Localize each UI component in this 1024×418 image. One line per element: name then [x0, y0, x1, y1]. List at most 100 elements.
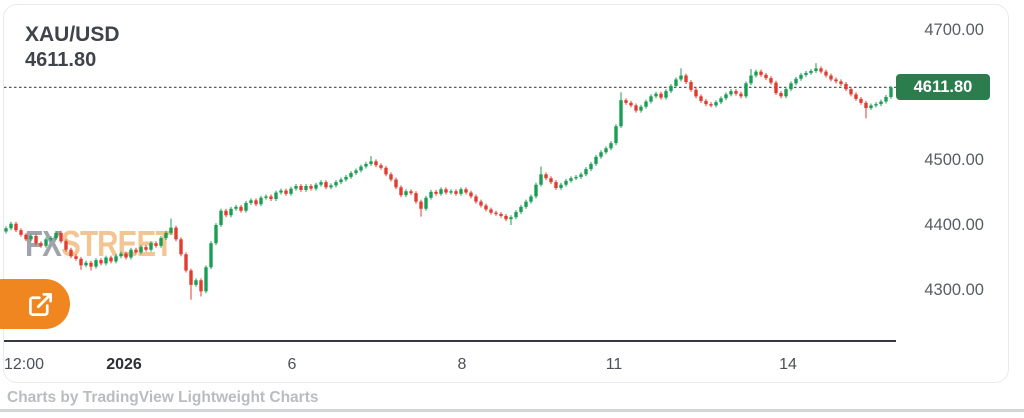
candle-body	[374, 161, 378, 166]
candle-body	[299, 186, 303, 190]
candle-body	[529, 196, 533, 202]
candle-body	[429, 191, 433, 198]
candle-body	[239, 206, 243, 211]
candle-body	[569, 178, 573, 181]
candle-body	[129, 249, 133, 258]
candle-body	[229, 208, 233, 216]
candle-body	[279, 190, 283, 193]
candle-body	[524, 201, 528, 207]
candle-body	[734, 91, 738, 94]
candlestick-chart[interactable]	[4, 5, 1008, 382]
candle-body	[644, 101, 648, 107]
candle-body	[544, 174, 548, 179]
candle-body	[399, 187, 403, 196]
candle-body	[49, 238, 53, 240]
candle-body	[209, 243, 213, 268]
bottom-divider	[0, 409, 1024, 412]
candle-body	[109, 257, 113, 262]
candle-body	[674, 79, 678, 86]
chart-header: XAU/USD 4611.80	[25, 22, 120, 73]
candle-body	[339, 179, 343, 183]
candle-body	[819, 68, 823, 72]
candle-body	[579, 174, 583, 177]
candle-body	[309, 186, 313, 189]
candle-body	[649, 96, 653, 102]
candle-body	[154, 243, 158, 246]
candle-body	[499, 213, 503, 216]
candle-body	[564, 180, 568, 185]
candle-body	[779, 93, 783, 97]
candle-body	[189, 270, 193, 285]
candle-body	[679, 75, 683, 80]
candle-body	[489, 209, 493, 213]
candle-body	[784, 89, 788, 97]
candle-body	[149, 243, 153, 250]
candle-body	[774, 82, 778, 94]
candle-body	[114, 256, 118, 262]
candle-body	[404, 191, 408, 196]
candle-body	[194, 280, 198, 285]
candle-body	[94, 260, 98, 267]
candle-body	[534, 184, 538, 197]
candle-body	[354, 170, 358, 174]
candle-body	[364, 163, 368, 167]
candle-body	[474, 196, 478, 202]
candle-body	[619, 100, 623, 127]
candle-body	[704, 100, 708, 105]
candle-body	[479, 201, 483, 206]
candle-body	[744, 83, 748, 97]
candle-body	[14, 223, 18, 231]
candle-body	[34, 236, 38, 244]
price-tick-label: 4500.00	[924, 151, 984, 170]
candle-body	[184, 254, 188, 271]
candle-body	[139, 247, 143, 253]
candle-body	[54, 232, 58, 239]
candle-body	[344, 176, 348, 180]
candle-body	[519, 206, 523, 213]
candle-body	[834, 79, 838, 82]
candle-body	[199, 280, 203, 292]
candle-body	[469, 192, 473, 197]
candle-body	[689, 82, 693, 90]
candle-body	[9, 223, 13, 229]
candle-body	[79, 258, 83, 266]
candle-body	[584, 169, 588, 175]
candle-body	[249, 200, 253, 203]
candle-body	[304, 186, 308, 190]
candle-body	[739, 93, 743, 97]
candle-body	[234, 206, 238, 209]
candle-body	[669, 85, 673, 92]
candle-body	[494, 212, 498, 215]
share-button[interactable]	[0, 279, 70, 329]
candle-body	[624, 100, 628, 103]
candle-body	[459, 189, 463, 194]
candle-body	[334, 182, 338, 186]
candle-body	[799, 74, 803, 79]
candle-body	[889, 87, 893, 97]
candle-body	[84, 262, 88, 266]
candle-body	[244, 202, 248, 211]
candle-body	[729, 91, 733, 95]
candle-body	[434, 191, 438, 194]
symbol-title: XAU/USD	[25, 23, 120, 46]
candle-body	[709, 104, 713, 106]
price-tick-label: 4700.00	[924, 21, 984, 40]
candle-body	[464, 189, 468, 193]
candle-body	[824, 71, 828, 76]
candle-body	[4, 228, 8, 232]
candle-body	[764, 74, 768, 79]
candle-body	[179, 239, 183, 255]
candle-body	[629, 102, 633, 106]
candle-body	[204, 267, 208, 292]
candle-body	[359, 166, 363, 171]
candle-body	[379, 165, 383, 168]
candle-body	[324, 182, 328, 188]
candle-body	[684, 75, 688, 83]
candle-body	[694, 89, 698, 97]
candle-body	[554, 182, 558, 188]
candles-layer	[4, 63, 893, 300]
candle-body	[614, 126, 618, 144]
candle-body	[59, 232, 63, 242]
candle-body	[844, 83, 848, 90]
